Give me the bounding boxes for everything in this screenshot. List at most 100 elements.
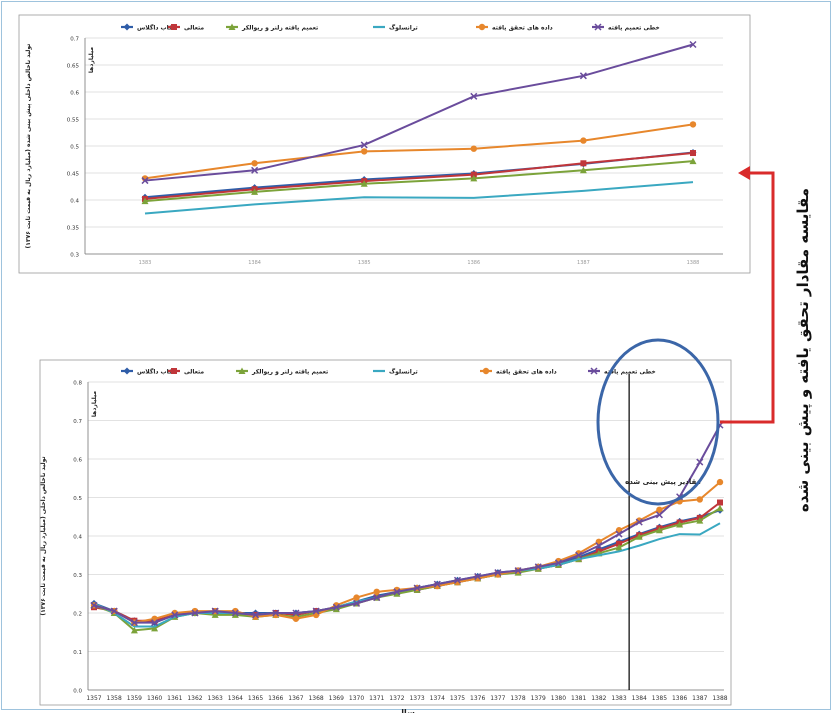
x-tick-label: 1360 — [147, 695, 162, 702]
data-point — [251, 160, 258, 167]
legend-label: تعمیم یافته زلنر و ریوالکر — [241, 25, 318, 32]
data-point — [141, 177, 149, 185]
legend-label: خطی تعمیم یافته — [604, 369, 656, 376]
data-point — [361, 148, 368, 155]
x-tick-label: 1385 — [358, 260, 371, 266]
x-tick-label: 1357 — [86, 695, 101, 702]
data-point — [554, 559, 562, 567]
data-point — [252, 611, 260, 619]
legend-marker — [171, 24, 177, 30]
x-tick-label: 1384 — [632, 695, 647, 702]
data-point — [579, 166, 587, 174]
y-unit-label: میلیاردها — [88, 47, 95, 74]
legend-label: کاب داگلاس — [137, 24, 173, 32]
x-tick-label: 1383 — [139, 260, 152, 266]
x-tick-label: 1380 — [551, 695, 566, 702]
data-point — [635, 518, 643, 526]
x-tick-label: 1371 — [369, 695, 384, 702]
data-point — [352, 599, 361, 607]
y-axis-label: تولید ناخالص داخلی (میلیارد ریال به قیمت… — [40, 456, 47, 615]
data-point — [696, 458, 704, 466]
x-tick-label: 1370 — [349, 695, 364, 702]
data-point — [130, 619, 138, 627]
data-point — [696, 496, 704, 503]
x-tick-label: 1361 — [167, 695, 182, 702]
series-line — [144, 152, 694, 200]
series-line — [144, 123, 694, 180]
data-point — [251, 188, 259, 195]
data-point — [130, 626, 138, 634]
legend-label: کاب داگلاس — [137, 368, 173, 376]
series-2 — [141, 157, 697, 205]
series-line — [144, 160, 694, 203]
y-tick-label: 0.1 — [73, 650, 82, 656]
data-point — [393, 588, 401, 596]
legend-marker — [594, 23, 602, 31]
y-tick-label: 0.35 — [67, 226, 80, 232]
x-tick-label: 1375 — [450, 695, 465, 702]
data-point — [716, 504, 724, 512]
y-tick-label: 0.3 — [70, 253, 79, 259]
series-line — [144, 181, 694, 215]
data-point — [474, 572, 482, 580]
series-5 — [141, 40, 697, 185]
data-point — [272, 609, 280, 617]
y-axis-label: تولید ناخالص داخلی پیش بینی شده (میلیارد… — [25, 44, 32, 249]
data-point — [433, 580, 441, 588]
series-4 — [141, 121, 697, 182]
y-tick-label: 0.2 — [73, 612, 82, 618]
y-tick-label: 0.8 — [73, 381, 82, 387]
data-point — [580, 160, 587, 167]
data-point — [470, 92, 478, 100]
x-tick-label: 1383 — [611, 695, 626, 702]
y-tick-label: 0.7 — [70, 37, 79, 43]
x-tick-label: 1387 — [692, 695, 707, 702]
series-3 — [144, 181, 694, 215]
data-point — [151, 619, 159, 627]
data-point — [332, 603, 340, 611]
data-point — [595, 542, 603, 550]
data-point — [655, 511, 663, 519]
series-line — [144, 43, 694, 182]
x-axis: 1357 1358 1359 1360 1361 1362 1363 1364 1365 1366… — [86, 695, 727, 702]
data-point — [676, 520, 684, 528]
y-axis: 0.0 0.1 0.2 0.3 0.4 0.5 0.6 0.7 0.8 — [73, 381, 724, 695]
data-point — [575, 551, 583, 559]
x-tick-label: 1359 — [127, 695, 142, 702]
x-tick-label: 1362 — [187, 695, 202, 702]
data-point — [110, 607, 118, 615]
data-point — [292, 615, 300, 622]
data-point — [494, 569, 502, 577]
data-point — [580, 137, 587, 144]
x-tick-label: 1386 — [467, 260, 480, 266]
side-label-text: مقایسه مقادار تحقق یافته و پیش بینی شده — [794, 187, 812, 513]
data-point — [151, 624, 159, 632]
y-tick-label: 0.5 — [70, 145, 79, 151]
x-tick-label: 1373 — [409, 695, 424, 702]
data-point — [615, 544, 623, 551]
data-point — [689, 121, 697, 128]
data-point — [251, 166, 259, 174]
data-point — [90, 601, 98, 609]
x-axis-label: سال — [397, 708, 415, 713]
x-tick-label: 1374 — [430, 695, 445, 702]
data-point — [141, 197, 149, 205]
data-point — [514, 567, 522, 575]
y-tick-label: 0.6 — [70, 91, 79, 97]
legend-marker — [228, 23, 236, 30]
legend-label: ترانسلوگ — [389, 368, 418, 376]
data-point — [171, 611, 179, 619]
x-tick-label: 1365 — [248, 695, 263, 702]
data-point — [689, 40, 697, 49]
data-point — [470, 171, 477, 178]
full-period-chart-frame — [39, 359, 732, 706]
legend-marker — [478, 23, 486, 31]
legend: کاب داگلاس متعالی تعمیم یافته زلنر و ریوال… — [121, 23, 660, 32]
x-tick-label: 1388 — [687, 260, 700, 266]
data-point — [332, 605, 340, 613]
x-tick-label: 1376 — [470, 695, 485, 702]
x-tick-label: 1381 — [571, 695, 586, 702]
data-point — [231, 609, 239, 617]
data-point — [413, 584, 421, 592]
